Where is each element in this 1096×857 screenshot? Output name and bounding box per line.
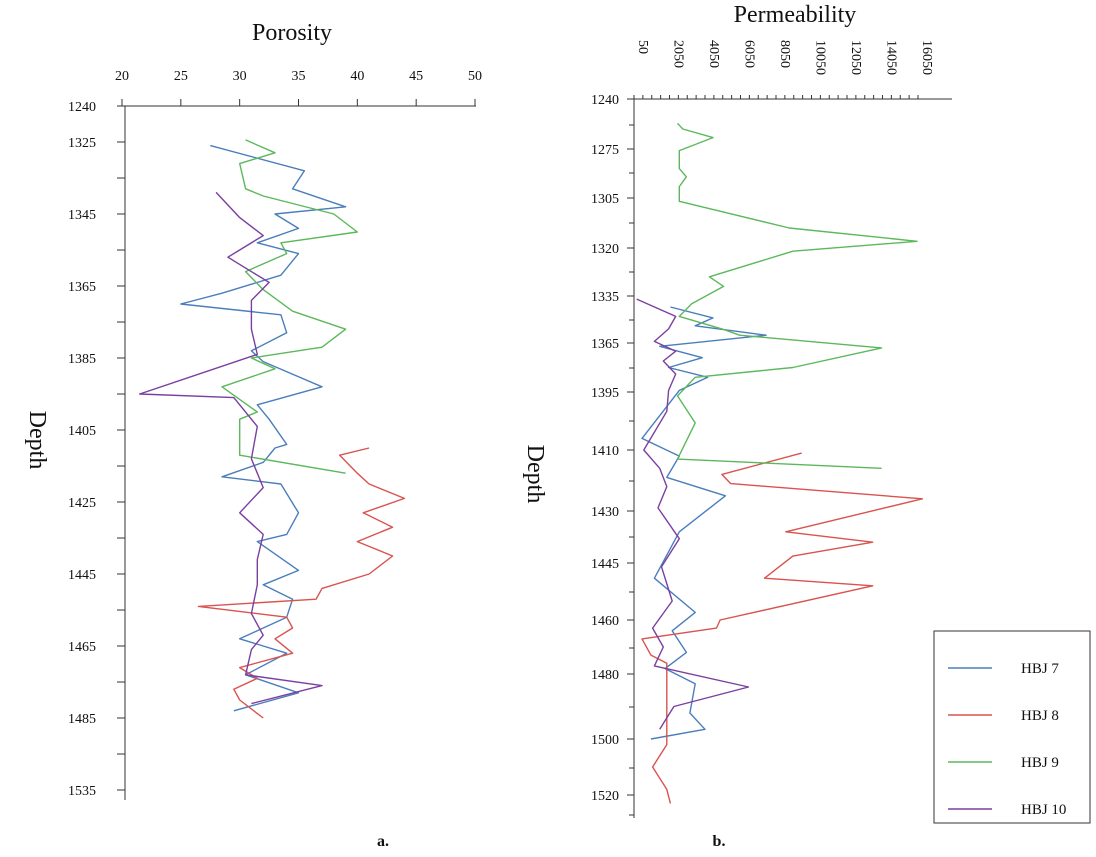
- panel-label-a: a.: [377, 833, 389, 850]
- x-tick-label: 25: [174, 69, 188, 84]
- y-tick-label: 1500: [591, 733, 619, 748]
- permeability-y-label: Depth: [522, 445, 548, 504]
- x-tick-label: 2050: [671, 40, 686, 68]
- permeability-line-hbj-8: [641, 452, 924, 804]
- porosity-y-ticks: 1240 1325 1345 1365 1385 1405 1425 1445 1465 1485…: [68, 100, 125, 799]
- porosity-x-ticks: 20 25 30 35 40 45 50: [115, 69, 482, 106]
- y-tick-label: 1405: [68, 424, 96, 439]
- x-tick-label: 40: [350, 69, 364, 84]
- y-tick-label: 1535: [68, 784, 96, 799]
- porosity-line-hbj-8: [197, 447, 406, 719]
- y-tick-label: 1485: [68, 712, 96, 727]
- y-tick-label: 1430: [591, 505, 619, 520]
- porosity-line-hbj-9: [221, 139, 358, 474]
- x-tick-label: 30: [233, 69, 247, 84]
- y-tick-label: 1365: [591, 337, 619, 352]
- y-tick-label: 1395: [591, 386, 619, 401]
- y-tick-label: 1385: [68, 352, 96, 367]
- y-tick-label: 1320: [591, 242, 619, 257]
- x-tick-label: 20: [115, 69, 129, 84]
- x-tick-label: 8050: [777, 40, 792, 68]
- legend: HBJ 7 HBJ 8 HBJ 9 HBJ 10: [933, 630, 1091, 824]
- y-tick-label: 1445: [68, 568, 96, 583]
- permeability-line-hbj-7: [641, 306, 767, 740]
- legend-label-hbj-10: HBJ 10: [1021, 802, 1066, 818]
- x-tick-label: 45: [409, 69, 423, 84]
- permeability-series: [636, 122, 924, 804]
- x-tick-label: 12050: [848, 40, 863, 75]
- x-tick-label: 16050: [919, 40, 934, 75]
- legend-box: [933, 630, 1091, 824]
- porosity-line-hbj-7: [180, 144, 347, 712]
- y-tick-label: 1325: [68, 136, 96, 151]
- porosity-line-hbj-10: [138, 191, 323, 705]
- porosity-title: Porosity: [252, 20, 332, 46]
- legend-label-hbj-8: HBJ 8: [1021, 708, 1059, 724]
- y-tick-label: 1410: [591, 444, 619, 459]
- permeability-line-hbj-9: [676, 122, 918, 469]
- y-tick-label: 1445: [591, 557, 619, 572]
- permeability-x-ticks: 50 2050 4050 6050 8050 10050 12050 14050 16050: [633, 40, 934, 99]
- y-tick-label: 1335: [591, 290, 619, 305]
- x-tick-label: 35: [292, 69, 306, 84]
- y-tick-label: 1345: [68, 208, 96, 223]
- y-tick-label: 1240: [591, 93, 619, 108]
- y-tick-label: 1460: [591, 614, 619, 629]
- permeability-line-hbj-10: [636, 298, 750, 730]
- y-tick-label: 1480: [591, 668, 619, 683]
- x-tick-label: 50: [635, 40, 650, 54]
- x-tick-label: 10050: [813, 40, 828, 75]
- y-tick-label: 1275: [591, 143, 619, 158]
- permeability-chart: Permeability 50 2050 4050 6050 8050 10050 1205…: [522, 2, 952, 850]
- y-tick-label: 1305: [591, 192, 619, 207]
- porosity-y-label: Depth: [24, 411, 50, 470]
- y-tick-label: 1520: [591, 789, 619, 804]
- y-tick-label: 1365: [68, 280, 96, 295]
- x-tick-label: 50: [468, 69, 482, 84]
- y-tick-label: 1465: [68, 640, 96, 655]
- permeability-title: Permeability: [734, 2, 857, 28]
- legend-items: HBJ 7 HBJ 8 HBJ 9 HBJ 10: [948, 661, 1066, 818]
- permeability-y-ticks: 1240 1275 1305 1320 1335 1365 1395 1410 1430 1445…: [591, 93, 634, 816]
- porosity-chart: Porosity 20 25 30 35 40 45 50 1240 1325 1345 1365…: [24, 20, 482, 850]
- porosity-series: [138, 139, 406, 719]
- x-tick-label: 4050: [706, 40, 721, 68]
- x-tick-label: 6050: [742, 40, 757, 68]
- legend-label-hbj-7: HBJ 7: [1021, 661, 1059, 677]
- y-tick-label: 1240: [68, 100, 96, 115]
- panel-label-b: b.: [713, 833, 726, 850]
- legend-label-hbj-9: HBJ 9: [1021, 755, 1059, 771]
- y-tick-label: 1425: [68, 496, 96, 511]
- x-tick-label: 14050: [884, 40, 899, 75]
